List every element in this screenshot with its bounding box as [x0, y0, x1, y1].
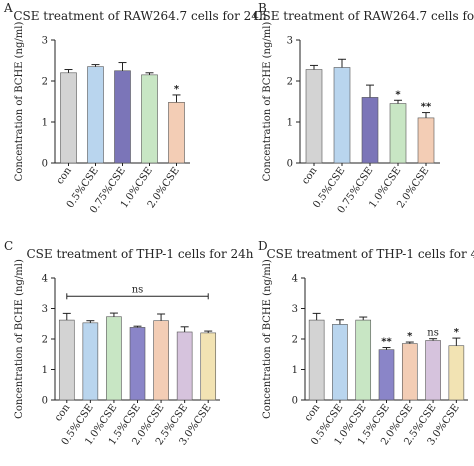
bar	[200, 332, 217, 401]
y-tick-label: 3	[292, 304, 298, 315]
y-tick-label: 2	[292, 335, 298, 346]
chart-panel-c: C CSE treatment of THP-1 cells for 24hCon…	[4, 239, 254, 447]
bar	[168, 102, 185, 164]
bracket-label: ns	[132, 284, 144, 295]
y-tick-label: 1	[42, 118, 48, 129]
bar	[425, 340, 441, 401]
y-tick-label: 0	[287, 159, 293, 170]
chart-title: CSE treatment of THP-1 cells for 48h	[266, 247, 474, 261]
bar	[333, 67, 351, 164]
y-tick-label: 3	[287, 36, 293, 47]
bar	[60, 72, 77, 164]
x-tick-label: con	[303, 402, 323, 424]
chart-title: CSE treatment of RAW264.7 cells for 24h	[13, 9, 267, 23]
y-tick-label: 0	[292, 396, 298, 407]
bar	[378, 349, 395, 401]
y-tick-label: 3	[42, 304, 48, 315]
bar	[176, 331, 193, 401]
y-tick-label: 1	[42, 365, 48, 376]
bar	[58, 319, 75, 401]
y-axis-label: Concentration of BCHE (ng/ml)	[262, 259, 273, 419]
y-tick-label: 0	[42, 159, 48, 170]
panel-letter: A	[3, 1, 13, 15]
bar	[361, 97, 379, 164]
y-tick-label: 1	[292, 365, 298, 376]
bar	[87, 66, 104, 164]
significance-mark: **	[381, 337, 392, 348]
y-axis-label: Concentration of BCHE (ng/ml)	[14, 259, 25, 419]
y-tick-label: 2	[287, 77, 293, 88]
panel-letter: B	[258, 1, 267, 15]
bar	[305, 69, 323, 164]
significance-mark: *	[395, 89, 401, 100]
significance-mark: *	[174, 84, 180, 95]
x-tick-label: con	[55, 165, 75, 187]
y-tick-label: 4	[292, 274, 298, 285]
y-tick-label: 1	[287, 118, 293, 129]
bar	[106, 316, 122, 401]
bar	[308, 319, 325, 401]
y-axis-label: Concentration of BCHE (ng/ml)	[14, 22, 25, 182]
y-tick-label: 2	[42, 335, 48, 346]
bar	[332, 324, 348, 401]
bar	[129, 327, 146, 401]
y-axis-label: Concentration of BCHE (ng/ml)	[262, 22, 273, 182]
bar	[153, 320, 169, 401]
bar	[355, 319, 372, 401]
y-tick-label: 3	[42, 36, 48, 47]
bar	[141, 74, 158, 164]
significance-mark: ns	[427, 328, 439, 339]
bar	[401, 343, 418, 401]
significance-mark: **	[421, 102, 432, 113]
significance-mark: *	[454, 327, 460, 338]
x-tick-label: con	[53, 402, 73, 424]
x-tick-label: con	[300, 165, 320, 187]
y-tick-label: 0	[42, 396, 48, 407]
bar	[82, 322, 99, 401]
y-tick-label: 4	[42, 274, 48, 285]
chart-title: CSE treatment of RAW264.7 cells for 24h	[253, 9, 474, 23]
bar	[114, 70, 131, 164]
significance-mark: *	[407, 331, 413, 342]
bar	[389, 103, 407, 164]
panel-letter: C	[4, 239, 13, 253]
bar	[417, 117, 435, 164]
panel-letter: D	[258, 239, 268, 253]
chart-title: CSE treatment of THP-1 cells for 24h	[26, 247, 253, 261]
y-tick-label: 2	[42, 77, 48, 88]
bar	[448, 345, 465, 401]
